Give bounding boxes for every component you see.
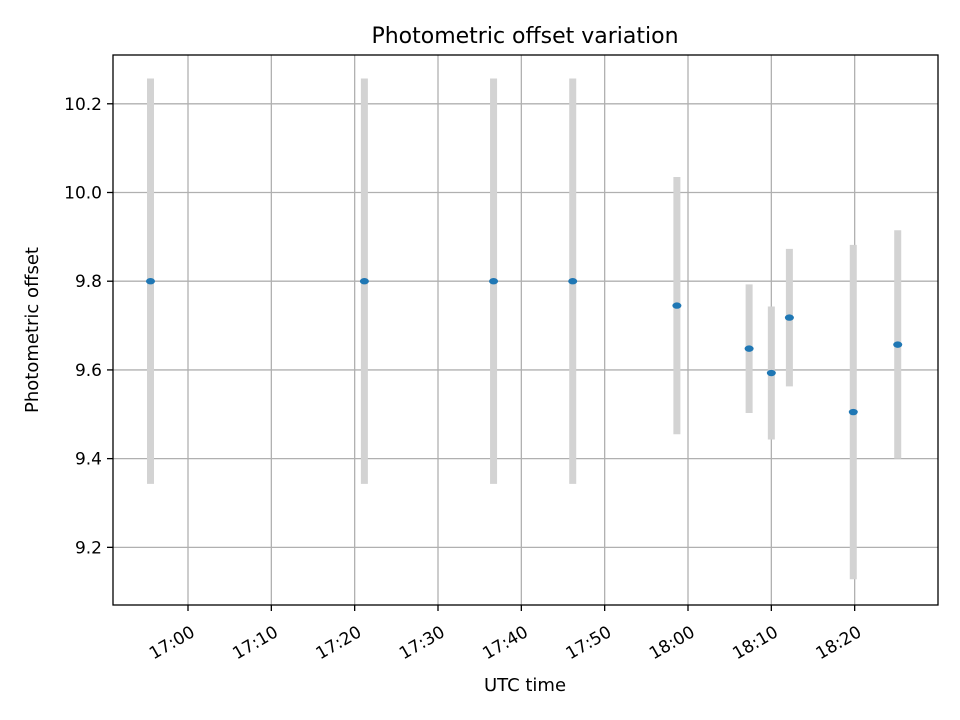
y-tick-label: 9.4: [75, 450, 102, 470]
y-tick-label: 10.0: [64, 184, 102, 204]
y-tick-label: 9.6: [75, 361, 102, 381]
x-tick-labels: 17:00 17:10 17:20 17:30 17:40 17:50 18:00 18:10…: [146, 622, 865, 664]
data-point: [893, 341, 903, 348]
x-axis-label: UTC time: [484, 675, 566, 696]
x-tick-label: 17:30: [396, 622, 448, 664]
data-point: [848, 408, 858, 416]
x-tick-label: 17:00: [146, 622, 198, 664]
plot-frame: [112, 54, 939, 606]
data-point: [568, 278, 578, 285]
y-tick-label: 9.8: [75, 272, 102, 292]
axis-ticks: [107, 103, 856, 611]
data-point: [672, 302, 682, 309]
chart-title: Photometric offset variation: [371, 24, 678, 49]
y-tick-labels: 9.2 9.4 9.6 9.8 10.0 10.2: [64, 95, 102, 559]
x-tick-label: 18:20: [813, 622, 865, 664]
y-tick-label: 10.2: [64, 95, 102, 115]
data-point: [744, 345, 754, 352]
x-tick-label: 18:10: [729, 622, 781, 664]
data-point: [784, 314, 794, 321]
y-axis-label: Photometric offset: [22, 247, 43, 413]
x-tick-label: 17:50: [563, 622, 615, 664]
x-tick-label: 18:00: [646, 622, 698, 664]
data-point: [359, 278, 369, 285]
grid: [113, 55, 938, 605]
data-point: [489, 278, 499, 285]
data-point: [766, 369, 776, 377]
data-point: [146, 278, 155, 285]
x-tick-label: 17:40: [479, 622, 531, 664]
y-tick-label: 9.2: [75, 538, 102, 558]
x-tick-label: 17:20: [313, 622, 365, 664]
error-bars: [147, 78, 902, 580]
x-tick-label: 17:10: [229, 622, 281, 664]
data-points: [146, 278, 903, 416]
